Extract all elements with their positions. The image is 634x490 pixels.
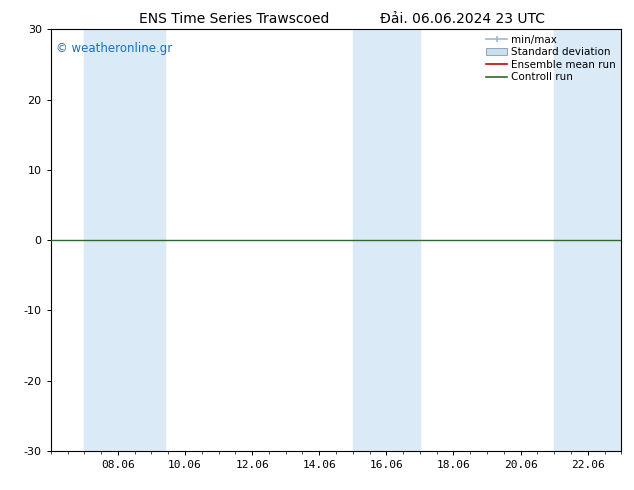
Bar xyxy=(554,29,621,451)
Bar xyxy=(353,29,420,451)
Bar xyxy=(118,29,165,451)
Text: ENS Time Series Trawscoed: ENS Time Series Trawscoed xyxy=(139,12,330,26)
Bar xyxy=(84,29,118,451)
Text: Đải. 06.06.2024 23 UTC: Đải. 06.06.2024 23 UTC xyxy=(380,12,545,26)
Legend: min/max, Standard deviation, Ensemble mean run, Controll run: min/max, Standard deviation, Ensemble me… xyxy=(484,32,618,84)
Text: © weatheronline.gr: © weatheronline.gr xyxy=(56,42,172,55)
